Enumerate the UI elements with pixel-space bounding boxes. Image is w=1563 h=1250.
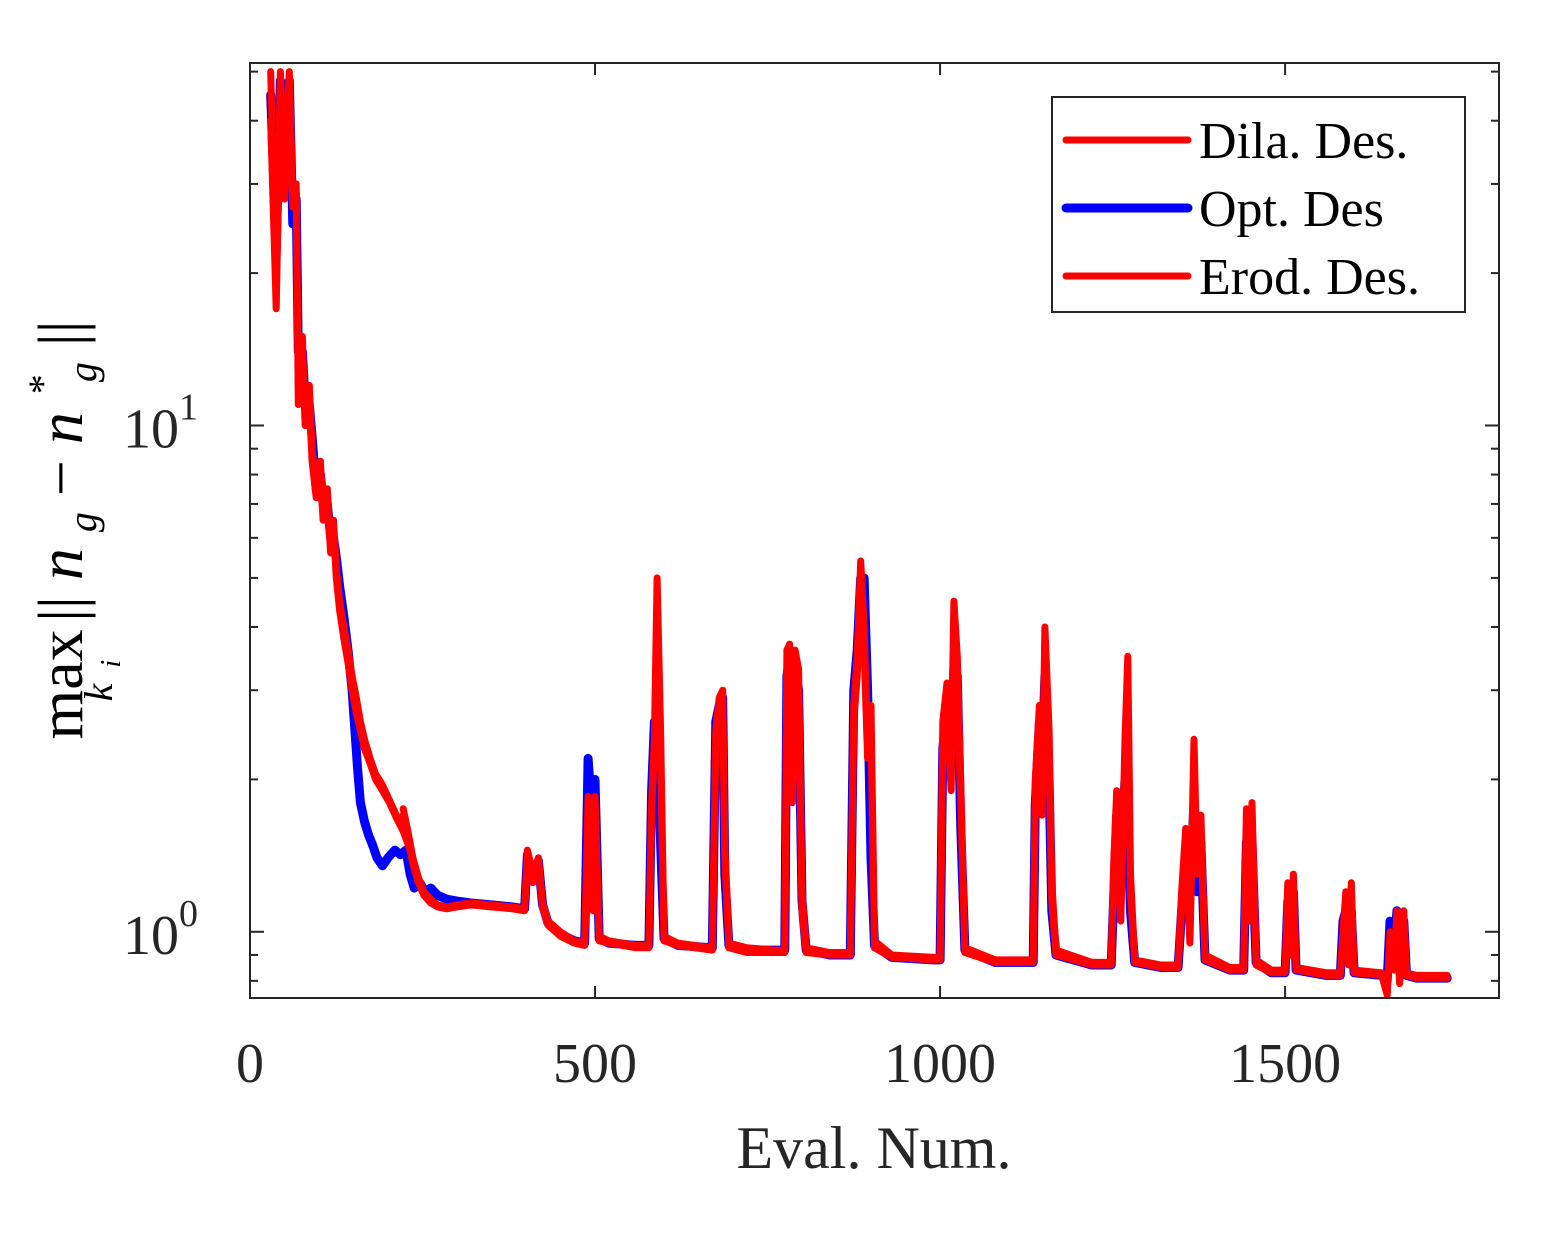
y-tick-label: 100 (123, 893, 198, 967)
svg-text:max k i ||: max k i || n g − n * g || (0, 320, 134, 739)
y-label-open: || (25, 596, 96, 622)
y-label-subsub: i (96, 660, 127, 668)
y-label-max: max (25, 629, 96, 739)
series-layer (266, 68, 1452, 999)
y-label-n1: n (25, 548, 96, 580)
y-label-sub: k (76, 682, 121, 701)
x-ticks: 0 500 1000 1500 (236, 63, 1341, 1095)
series-line-0 (267, 68, 1451, 996)
y-label-g1: g (60, 512, 105, 532)
legend-label: Erod. Des. (1199, 249, 1420, 306)
y-label-close: || (25, 320, 96, 346)
x-tick-label: 1500 (1229, 1033, 1341, 1095)
plot-frame (249, 62, 1500, 999)
y-axis-label: max k i || n g − n * g || (0, 320, 134, 739)
y-label-star: * (20, 376, 65, 396)
legend: Dila. Des. Opt. Des Erod. Des. (1051, 96, 1466, 313)
y-ticks: 100 101 (123, 70, 1499, 982)
y-label-n2: n (25, 412, 96, 444)
x-tick-label: 500 (553, 1033, 637, 1095)
x-axis-label: Eval. Num. (737, 1115, 1012, 1181)
x-tick-label: 1000 (884, 1033, 996, 1095)
y-label-minus: − (25, 444, 96, 496)
y-label-g2: g (60, 362, 105, 382)
legend-label: Opt. Des (1199, 181, 1384, 238)
legend-label: Dila. Des. (1199, 113, 1408, 170)
legend-items: Dila. Des. Opt. Des Erod. Des. (1061, 113, 1420, 306)
y-tick-label: 101 (123, 387, 198, 461)
x-tick-label: 0 (236, 1033, 264, 1095)
